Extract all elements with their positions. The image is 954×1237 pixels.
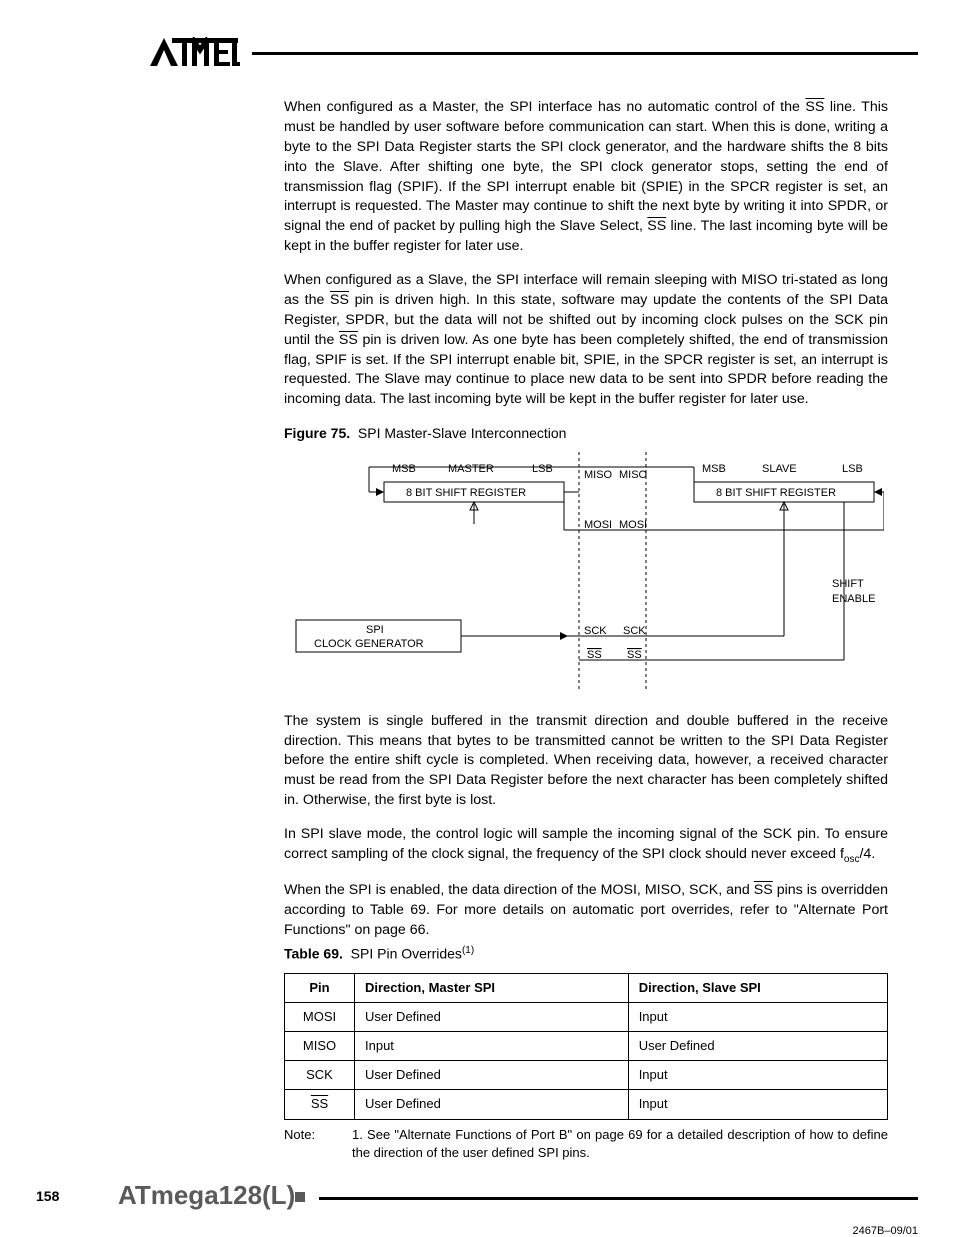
- ss-label-1: SS: [587, 649, 602, 661]
- main-content: When configured as a Master, the SPI int…: [284, 98, 888, 1162]
- paragraph-3: The system is single buffered in the tra…: [284, 712, 888, 811]
- footer-square-icon: [295, 1192, 305, 1202]
- atmel-logo: [148, 36, 240, 70]
- doc-revision: 2467B–09/01: [853, 1225, 918, 1237]
- mosi-label-1: MOSI: [584, 519, 612, 531]
- table-row: MOSI User Defined Input: [285, 1002, 888, 1031]
- cell-master: Input: [355, 1032, 629, 1061]
- cell-slave: Input: [628, 1002, 887, 1031]
- footer-rule: [319, 1197, 918, 1200]
- note-body: 1. See "Alternate Functions of Port B" o…: [352, 1126, 888, 1162]
- cell-master: User Defined: [355, 1002, 629, 1031]
- table-note: Note: 1. See "Alternate Functions of Por…: [284, 1126, 888, 1162]
- table-header-row: Pin Direction, Master SPI Direction, Sla…: [285, 973, 888, 1002]
- figure-caption: Figure 75. SPI Master-Slave Interconnect…: [284, 424, 888, 444]
- sck-label-1: SCK: [584, 625, 607, 637]
- lsb-label: LSB: [532, 463, 553, 475]
- table-caption: Table 69. SPI Pin Overrides(1): [284, 944, 888, 964]
- cell-slave: User Defined: [628, 1032, 887, 1061]
- header-rule: [252, 52, 918, 55]
- master-label: MASTER: [448, 463, 494, 475]
- th-slave: Direction, Slave SPI: [628, 973, 887, 1002]
- cell-master: User Defined: [355, 1061, 629, 1090]
- lsb-label-2: LSB: [842, 463, 863, 475]
- cell-pin: MISO: [285, 1032, 355, 1061]
- spi-label: SPI: [366, 624, 384, 636]
- table-row: SS User Defined Input: [285, 1090, 888, 1119]
- figure-75-diagram: MSB MASTER LSB 8 BIT SHIFT REGISTER MSB …: [284, 452, 884, 692]
- note-label: Note:: [284, 1126, 352, 1162]
- page-number: 158: [36, 1188, 100, 1204]
- cell-pin: SS: [285, 1090, 355, 1119]
- mosi-label-2: MOSI: [619, 519, 647, 531]
- th-pin: Pin: [285, 973, 355, 1002]
- paragraph-2: When configured as a Slave, the SPI inte…: [284, 271, 888, 410]
- page-footer: 158 ATmega128(L) 2467B–09/01: [36, 1180, 918, 1211]
- shift-reg-master: 8 BIT SHIFT REGISTER: [406, 487, 526, 499]
- cell-pin: MOSI: [285, 1002, 355, 1031]
- doc-title: ATmega128(L): [118, 1180, 295, 1211]
- enable-label: ENABLE: [832, 593, 875, 605]
- shift-reg-slave: 8 BIT SHIFT REGISTER: [716, 487, 836, 499]
- msb-label-2: MSB: [702, 463, 726, 475]
- th-master: Direction, Master SPI: [355, 973, 629, 1002]
- clock-gen-label: CLOCK GENERATOR: [314, 638, 424, 650]
- table-row: MISO Input User Defined: [285, 1032, 888, 1061]
- ss-label-2: SS: [627, 649, 642, 661]
- table-row: SCK User Defined Input: [285, 1061, 888, 1090]
- cell-slave: Input: [628, 1090, 887, 1119]
- paragraph-5: When the SPI is enabled, the data direct…: [284, 881, 888, 941]
- cell-pin: SCK: [285, 1061, 355, 1090]
- cell-master: User Defined: [355, 1090, 629, 1119]
- miso-label-1: MISO: [584, 469, 613, 481]
- sck-label-2: SCK: [623, 625, 646, 637]
- msb-label: MSB: [392, 463, 416, 475]
- paragraph-4: In SPI slave mode, the control logic wil…: [284, 825, 888, 867]
- slave-label: SLAVE: [762, 463, 797, 475]
- paragraph-1: When configured as a Master, the SPI int…: [284, 98, 888, 257]
- cell-slave: Input: [628, 1061, 887, 1090]
- shift-label: SHIFT: [832, 578, 864, 590]
- miso-label-2: MISO: [619, 469, 648, 481]
- table-69: Pin Direction, Master SPI Direction, Sla…: [284, 973, 888, 1120]
- page-header: [148, 36, 918, 70]
